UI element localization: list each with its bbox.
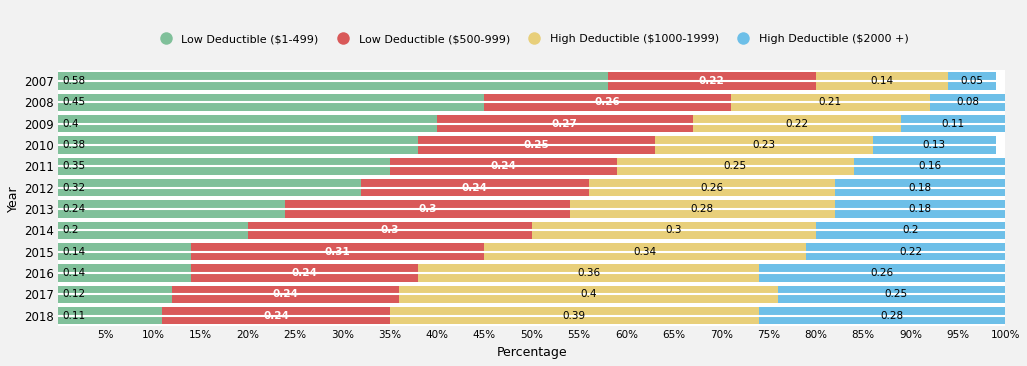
Bar — [418, 136, 655, 154]
Text: 0.24: 0.24 — [462, 183, 488, 193]
Bar — [806, 243, 1015, 261]
Text: 0.18: 0.18 — [909, 204, 931, 214]
Text: 0.25: 0.25 — [524, 140, 549, 150]
Text: 0.2: 0.2 — [903, 225, 919, 235]
Bar — [59, 222, 248, 239]
Text: 0.14: 0.14 — [62, 247, 85, 257]
Text: 0.13: 0.13 — [922, 140, 946, 150]
Bar — [815, 222, 1005, 239]
Text: 0.28: 0.28 — [690, 204, 714, 214]
Bar — [485, 243, 806, 261]
Text: 0.25: 0.25 — [885, 290, 908, 299]
Text: 0.25: 0.25 — [724, 161, 747, 171]
Text: 0.32: 0.32 — [62, 183, 85, 193]
Bar — [172, 285, 400, 303]
Text: 0.24: 0.24 — [272, 290, 299, 299]
Bar — [730, 94, 929, 111]
Bar — [588, 179, 835, 197]
Text: 0.14: 0.14 — [62, 268, 85, 278]
Text: 0.24: 0.24 — [490, 161, 517, 171]
Bar — [949, 72, 996, 90]
Text: 0.39: 0.39 — [563, 311, 586, 321]
X-axis label: Percentage: Percentage — [496, 346, 567, 359]
Bar — [778, 285, 1015, 303]
Text: 0.23: 0.23 — [752, 140, 775, 150]
Text: 0.26: 0.26 — [700, 183, 723, 193]
Bar — [693, 115, 901, 132]
Text: 0.24: 0.24 — [263, 311, 289, 321]
Bar — [248, 222, 532, 239]
Bar — [655, 136, 873, 154]
Bar — [835, 179, 1005, 197]
Bar — [59, 158, 389, 175]
Text: 0.35: 0.35 — [62, 161, 85, 171]
Bar — [485, 94, 730, 111]
Bar — [418, 264, 759, 282]
Text: 0.11: 0.11 — [62, 311, 85, 321]
Text: 0.45: 0.45 — [62, 97, 85, 107]
Text: 0.12: 0.12 — [62, 290, 85, 299]
Bar — [815, 72, 949, 90]
Bar — [191, 243, 485, 261]
Bar — [617, 158, 853, 175]
Bar — [59, 72, 608, 90]
Bar — [759, 307, 1024, 324]
Y-axis label: Year: Year — [7, 185, 20, 212]
Text: 0.58: 0.58 — [62, 76, 85, 86]
Text: 0.22: 0.22 — [786, 119, 808, 129]
Text: 0.38: 0.38 — [62, 140, 85, 150]
Text: 0.26: 0.26 — [871, 268, 893, 278]
Text: 0.24: 0.24 — [292, 268, 317, 278]
Bar — [438, 115, 693, 132]
Bar — [59, 285, 172, 303]
Bar — [389, 158, 617, 175]
Bar — [191, 264, 418, 282]
Text: 0.26: 0.26 — [595, 97, 620, 107]
Text: 0.36: 0.36 — [577, 268, 600, 278]
Text: 0.21: 0.21 — [819, 97, 842, 107]
Bar — [162, 307, 389, 324]
Bar — [59, 115, 438, 132]
Bar — [286, 200, 570, 218]
Text: 0.11: 0.11 — [942, 119, 964, 129]
Text: 0.16: 0.16 — [918, 161, 941, 171]
Text: 0.3: 0.3 — [380, 225, 398, 235]
Bar — [59, 136, 418, 154]
Text: 0.34: 0.34 — [634, 247, 657, 257]
Text: 0.2: 0.2 — [62, 225, 78, 235]
Text: 0.3: 0.3 — [418, 204, 436, 214]
Text: 0.22: 0.22 — [698, 76, 725, 86]
Text: 0.31: 0.31 — [325, 247, 350, 257]
Bar — [59, 179, 362, 197]
Bar — [59, 200, 286, 218]
Text: 0.05: 0.05 — [960, 76, 984, 86]
Bar — [901, 115, 1005, 132]
Text: 0.3: 0.3 — [665, 225, 682, 235]
Text: 0.22: 0.22 — [899, 247, 922, 257]
Text: 0.14: 0.14 — [871, 76, 893, 86]
Bar — [362, 179, 588, 197]
Text: 0.08: 0.08 — [956, 97, 979, 107]
Bar — [929, 94, 1005, 111]
Bar — [59, 94, 485, 111]
Bar — [400, 285, 778, 303]
Bar — [59, 264, 191, 282]
Bar — [532, 222, 815, 239]
Text: 0.4: 0.4 — [580, 290, 597, 299]
Bar — [853, 158, 1005, 175]
Bar — [59, 243, 191, 261]
Bar — [759, 264, 1005, 282]
Bar — [389, 307, 759, 324]
Text: 0.18: 0.18 — [909, 183, 931, 193]
Text: 0.4: 0.4 — [62, 119, 78, 129]
Bar — [873, 136, 996, 154]
Bar — [59, 307, 162, 324]
Bar — [608, 72, 815, 90]
Legend: Low Deductible ($1-499), Low Deductible ($500-999), High Deductible ($1000-1999): Low Deductible ($1-499), Low Deductible … — [150, 30, 913, 49]
Bar — [835, 200, 1005, 218]
Text: 0.24: 0.24 — [62, 204, 85, 214]
Text: 0.28: 0.28 — [880, 311, 903, 321]
Text: 0.27: 0.27 — [551, 119, 578, 129]
Bar — [570, 200, 835, 218]
